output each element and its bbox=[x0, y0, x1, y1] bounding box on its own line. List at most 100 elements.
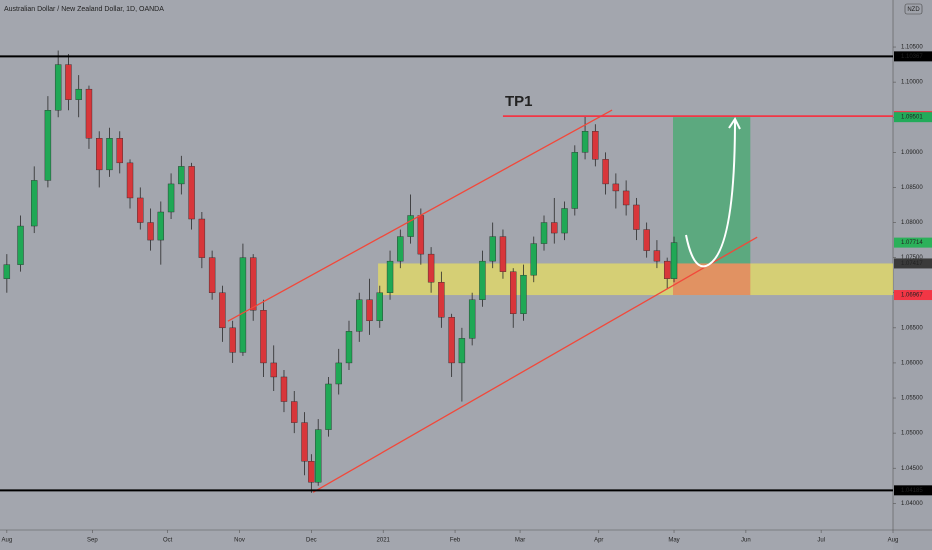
price-tag-label: 1.07417 bbox=[901, 261, 923, 267]
price-tag bbox=[894, 51, 932, 62]
candle-body bbox=[345, 331, 353, 364]
candle-body bbox=[54, 64, 62, 111]
candle-body bbox=[314, 429, 322, 483]
chart-title: Australian Dollar / New Zealand Dollar, … bbox=[4, 6, 164, 13]
y-tick-label: 1.04500 bbox=[901, 466, 923, 472]
candle-body bbox=[31, 180, 38, 227]
arrow-head bbox=[728, 117, 741, 130]
candle-body bbox=[116, 138, 123, 164]
candle-body bbox=[188, 166, 195, 220]
candle-body bbox=[65, 64, 72, 100]
candle-body bbox=[376, 292, 383, 322]
candle-body bbox=[479, 260, 486, 300]
candle-body bbox=[499, 236, 507, 272]
candle-body bbox=[325, 383, 332, 430]
y-tick-label: 1.09000 bbox=[901, 150, 923, 156]
candle-body bbox=[417, 215, 425, 255]
candle-body bbox=[356, 299, 363, 332]
y-tick-label: 1.08000 bbox=[901, 220, 923, 226]
candle-body bbox=[178, 166, 185, 185]
candle-body bbox=[17, 225, 24, 265]
y-tick-label: 1.07500 bbox=[901, 255, 923, 261]
candle-body bbox=[308, 461, 315, 483]
stop-box bbox=[673, 263, 751, 296]
candle-body bbox=[106, 138, 113, 171]
support-zone bbox=[378, 263, 893, 296]
x-tick-label: Nov bbox=[234, 538, 245, 544]
x-tick-label: May bbox=[668, 538, 679, 544]
candle-body bbox=[137, 197, 144, 223]
price-tag-label: 1.10367 bbox=[901, 54, 923, 60]
x-tick-label: Jul bbox=[817, 538, 825, 544]
candle-body bbox=[581, 131, 589, 153]
target-box bbox=[673, 117, 751, 264]
axes: 1.04000 1.04500 1.05000 1.05500 1.06000 1.065… bbox=[1, 45, 932, 544]
candle-body bbox=[239, 257, 247, 353]
price-tag-label: 1.09501 bbox=[901, 115, 923, 121]
candle-body bbox=[397, 236, 404, 262]
candle-body bbox=[510, 271, 517, 314]
zones bbox=[378, 117, 893, 296]
candle-body bbox=[643, 229, 650, 251]
candle-body bbox=[260, 310, 267, 364]
candle-body bbox=[85, 88, 93, 139]
candle-body bbox=[75, 88, 82, 100]
candle-body bbox=[571, 152, 579, 209]
candle-body bbox=[270, 362, 277, 378]
candle-body bbox=[561, 208, 568, 234]
y-tick-label: 1.08500 bbox=[901, 185, 923, 191]
candle-body bbox=[386, 260, 394, 293]
candle-body bbox=[291, 401, 298, 423]
candle-body bbox=[427, 253, 435, 283]
candle-body bbox=[592, 131, 599, 160]
candle-body bbox=[249, 257, 257, 311]
price-tag bbox=[894, 237, 932, 248]
y-tick-label: 1.05000 bbox=[901, 431, 923, 437]
currency-box bbox=[904, 3, 923, 15]
candle-body bbox=[489, 236, 496, 262]
candle-body bbox=[407, 215, 414, 237]
candle-body bbox=[167, 183, 175, 213]
y-tick-label: 1.06500 bbox=[901, 325, 923, 331]
candle-body bbox=[44, 110, 52, 181]
price-tag bbox=[894, 290, 932, 301]
x-tick-label: Dec bbox=[306, 538, 317, 544]
y-tick-label: 1.10500 bbox=[901, 45, 923, 51]
candle-body bbox=[602, 159, 609, 185]
y-tick-label: 1.06000 bbox=[901, 361, 923, 367]
price-tag bbox=[894, 485, 932, 496]
candle-body bbox=[280, 376, 288, 402]
candle-body bbox=[126, 162, 134, 199]
price-tag-label: 1.06967 bbox=[901, 293, 923, 299]
candle-body bbox=[663, 260, 671, 279]
x-tick-label: Aug bbox=[1, 538, 12, 544]
candle-body bbox=[530, 243, 537, 276]
price-tag-label: 1.07714 bbox=[901, 240, 923, 246]
candle-body bbox=[468, 299, 476, 339]
candle-body bbox=[540, 222, 548, 244]
x-tick-label: Mar bbox=[515, 538, 525, 544]
x-tick-label: Sep bbox=[87, 538, 98, 544]
candle-body bbox=[3, 264, 11, 279]
candle-body bbox=[335, 362, 342, 385]
candle-body bbox=[551, 222, 558, 234]
price-tag bbox=[894, 258, 932, 269]
x-tick-label: Aug bbox=[888, 538, 899, 544]
candle-body bbox=[96, 138, 103, 171]
candle-body bbox=[670, 242, 678, 279]
channel-line bbox=[312, 236, 758, 493]
candle-body bbox=[458, 338, 466, 364]
drawings: TP1 bbox=[0, 55, 893, 493]
candles bbox=[3, 50, 678, 493]
candle-body bbox=[219, 292, 226, 329]
y-tick-label: 1.05500 bbox=[901, 396, 923, 402]
x-tick-label: Apr bbox=[594, 538, 603, 544]
x-tick-label: Feb bbox=[450, 538, 461, 544]
channel-line bbox=[227, 109, 613, 322]
y-tick-label: 1.04000 bbox=[901, 501, 923, 507]
candle-body bbox=[448, 317, 455, 364]
x-tick-label: 2021 bbox=[377, 538, 391, 544]
price-tag bbox=[894, 112, 932, 123]
candle-body bbox=[633, 204, 640, 230]
